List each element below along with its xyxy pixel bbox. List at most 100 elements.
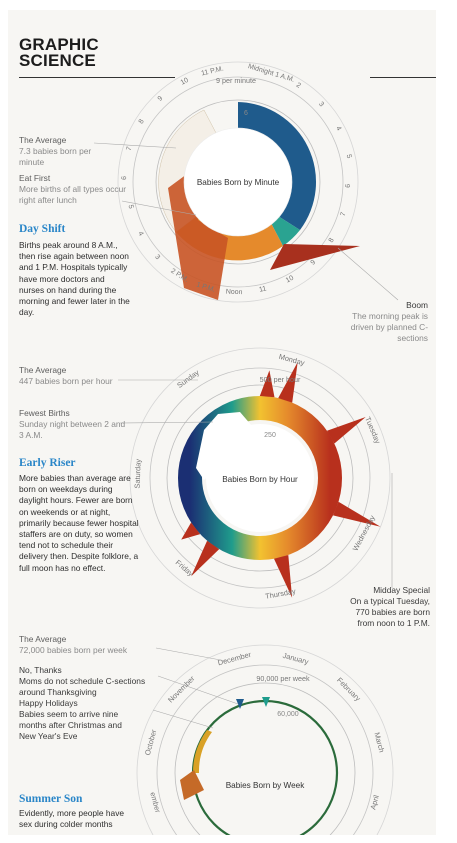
minute-hour-label-6: 7 <box>340 211 348 217</box>
hour-center-label: Babies Born by Hour <box>222 475 298 484</box>
hour-spike-5 <box>181 522 201 540</box>
hour-spike-6 <box>259 370 275 398</box>
midday-special-note: Midday Special On a typical Tuesday, 770… <box>344 585 430 629</box>
hour-day-label-6: Sunday <box>175 368 201 390</box>
minute-hour-label-19: 8 <box>138 118 146 125</box>
summer-son-body: Evidently, more people have sex during c… <box>19 808 125 830</box>
week-month-label-3: April <box>368 794 381 811</box>
week-month-label-1: February <box>335 676 362 703</box>
eat-first-note: Eat First More births of all types occur… <box>19 173 127 206</box>
minute-hour-label-1: 2 <box>295 82 302 90</box>
hour-spike-4 <box>191 540 220 577</box>
minute-average-ring <box>155 99 321 265</box>
week-month-label-7: ember <box>148 791 162 814</box>
minute-average-note: The Average 7.3 babies born per minute <box>19 135 109 168</box>
hour-scale-ring-outer <box>129 347 391 609</box>
header-rule-right <box>370 77 436 78</box>
minute-scale-ring-outer <box>117 61 359 303</box>
hour-average-head: The Average <box>19 365 67 375</box>
no-thanks-head: No, Thanks <box>19 665 62 675</box>
minute-hour-label-10: 11 <box>259 285 268 293</box>
week-summer-band <box>192 730 212 773</box>
week-holiday-notch <box>262 697 270 707</box>
minute-chart: Babies Born by Minute 9 per minute 6 Mid… <box>93 61 399 835</box>
midday-special-head: Midday Special <box>373 585 430 595</box>
infographic-page: GRAPHIC SCIENCE <box>8 10 436 835</box>
boom-body: The morning peak is driven by planned C-… <box>350 311 428 343</box>
minute-left-red-wedge <box>168 160 228 300</box>
title-line-2: SCIENCE <box>19 51 96 70</box>
minute-hour-label-5: 6 <box>345 184 352 188</box>
happy-holidays-note: Happy Holidays Babies seem to arrive nin… <box>19 698 139 742</box>
minute-ring-blue <box>238 102 317 230</box>
summer-son-heading: Summer Son <box>19 793 83 805</box>
day-shift-heading: Day Shift <box>19 223 66 235</box>
minute-average-head: The Average <box>19 135 67 145</box>
hour-scale-ring <box>149 367 371 589</box>
hour-day-label-1: Tuesday <box>363 415 382 445</box>
header-rule-left <box>19 77 175 78</box>
no-thanks-note: No, Thanks Moms do not schedule C-sectio… <box>19 665 159 698</box>
hour-spike-1 <box>327 417 366 444</box>
week-autumn-band <box>180 770 204 800</box>
hour-average-ring <box>166 384 354 572</box>
fewest-births-note: Fewest Births Sunday night between 2 and… <box>19 408 129 441</box>
week-month-label-6: October <box>143 728 159 756</box>
hour-day-spikes <box>181 362 381 598</box>
hour-spike-2 <box>333 501 381 527</box>
week-month-label-0: January <box>282 651 310 667</box>
week-average-head: The Average <box>19 634 67 644</box>
early-riser-heading: Early Riser <box>19 457 76 469</box>
midday-special-body: On a typical Tuesday, 770 babies are bor… <box>350 596 430 628</box>
hour-day-label-5: Saturday <box>133 458 143 488</box>
minute-hour-label-18: 7 <box>126 146 134 152</box>
early-riser-body: More babies than average are born on wee… <box>19 473 139 573</box>
week-scale-ring-outer <box>136 644 394 835</box>
hour-spike-0 <box>278 362 298 403</box>
minute-inner-ring <box>183 127 293 237</box>
minute-scale-label: 9 per minute <box>216 76 256 85</box>
hour-day-label-3: Thursday <box>264 587 296 601</box>
minute-boom-spike <box>270 244 360 270</box>
minute-hour-label-3: 4 <box>334 125 342 132</box>
leader-fewest <box>119 421 214 424</box>
minute-hour-label-11: Noon <box>226 289 243 297</box>
eat-first-body: More births of all types occur right aft… <box>19 184 127 205</box>
minute-hour-label-17: 6 <box>121 176 128 180</box>
leader-eat-first <box>121 200 197 216</box>
minute-hour-label-16: 5 <box>127 204 135 209</box>
fewest-births-head: Fewest Births <box>19 408 70 418</box>
week-average-note: The Average 72,000 babies born per week <box>19 634 159 656</box>
leader-average-week <box>155 647 227 662</box>
leader-holiday <box>152 709 214 729</box>
week-average-body: 72,000 babies born per week <box>19 645 128 655</box>
leader-average-minute <box>93 142 177 149</box>
week-ring <box>191 699 339 835</box>
minute-hour-label-7: 8 <box>328 237 336 244</box>
minute-hour-label-14: 3 <box>153 254 161 262</box>
hour-average-body: 447 babies born per hour <box>19 376 113 386</box>
minute-hour-label-22: 11 P.M. <box>201 65 225 77</box>
week-inner-scale-label: 60,000 <box>277 711 299 718</box>
hour-spike-3 <box>274 555 293 598</box>
minute-center-label: Babies Born by Minute <box>197 178 280 187</box>
minute-hour-label-15: 4 <box>136 231 144 238</box>
week-month-label-2: March <box>372 731 386 753</box>
minute-hour-label-4: 5 <box>345 154 353 159</box>
hour-day-label-0: Monday <box>278 352 306 368</box>
minute-hour-label-9: 10 <box>285 275 295 285</box>
minute-scale-ring <box>132 76 344 288</box>
happy-holidays-head: Happy Holidays <box>19 698 78 708</box>
no-thanks-body: Moms do not schedule C-sections around T… <box>19 676 146 697</box>
minute-hour-label-21: 10 <box>180 77 190 87</box>
week-thanksgiving-notch <box>236 699 244 709</box>
hour-inner-scale-label: 250 <box>264 432 276 439</box>
week-scale-label: 90,000 per week <box>256 674 310 683</box>
minute-hour-label-20: 9 <box>157 95 165 103</box>
minute-ring-teal <box>271 216 300 246</box>
page-title: GRAPHIC SCIENCE <box>19 36 99 70</box>
minute-average-body: 7.3 babies born per minute <box>19 146 92 167</box>
week-center-label: Babies Born by Week <box>226 781 305 790</box>
boom-note: Boom The morning peak is driven by plann… <box>344 300 428 344</box>
leader-boom <box>337 247 399 301</box>
